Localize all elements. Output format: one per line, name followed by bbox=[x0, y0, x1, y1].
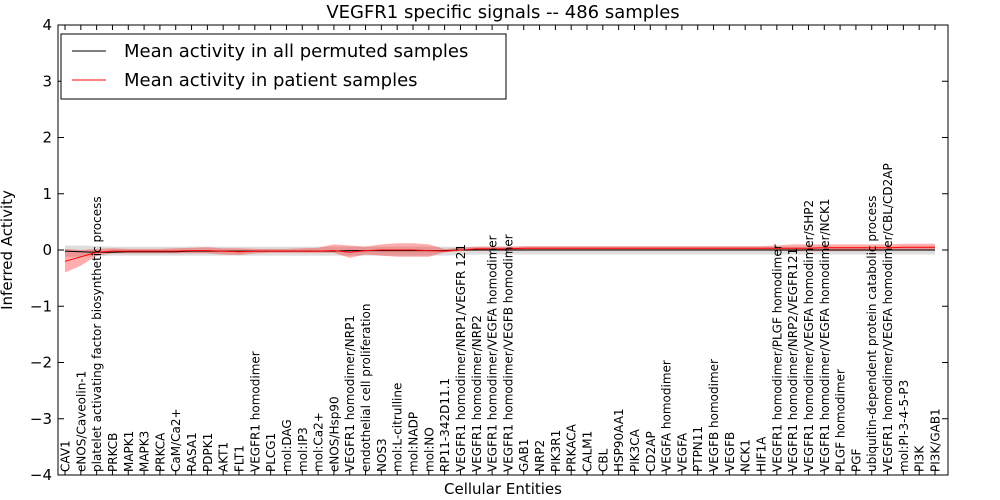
x-category-label: mol:NADP bbox=[407, 412, 421, 472]
y-tick-label: 0 bbox=[42, 241, 52, 259]
x-category-label: AKT1 bbox=[217, 442, 231, 472]
x-category-label: RASA1 bbox=[185, 432, 199, 472]
x-category-label: VEGFB bbox=[723, 432, 737, 472]
y-tick-label: 2 bbox=[42, 129, 52, 147]
x-category-label: CBL bbox=[596, 448, 610, 472]
x-category-label: PLCG1 bbox=[264, 433, 278, 472]
x-category-label: mol:NO bbox=[422, 427, 436, 472]
x-category-label: PLGF homodimer bbox=[834, 369, 848, 472]
legend-label-patient: Mean activity in patient samples bbox=[124, 70, 418, 91]
y-axis: −4 −3 −2 −1 0 1 2 3 4 bbox=[30, 16, 948, 484]
x-category-label: VEGFR1 homodimer/VEGFA homodimer/SHP2 bbox=[802, 200, 816, 472]
x-category-label: PI3K bbox=[913, 445, 927, 472]
x-category-label: GAB1 bbox=[517, 439, 531, 472]
x-category-label: PDPK1 bbox=[201, 433, 215, 472]
x-category-label: PRKCB bbox=[106, 433, 120, 472]
y-tick-label: −2 bbox=[30, 354, 52, 372]
x-category-label: eNOS/Caveolin-1 bbox=[74, 371, 88, 472]
chart-title: VEGFR1 specific signals -- 486 samples bbox=[326, 2, 679, 23]
x-category-label: mol:Ca2+ bbox=[312, 412, 326, 472]
x-category-label: mol:PI-3-4-5-P3 bbox=[897, 380, 911, 472]
y-tick-label: 3 bbox=[42, 72, 52, 90]
x-category-label: VEGFA homodimer bbox=[660, 360, 674, 472]
x-category-label: ubiquitin-dependent protein catabolic pr… bbox=[865, 196, 879, 472]
x-category-label: CAV1 bbox=[59, 440, 73, 472]
x-category-label: CALM1 bbox=[581, 431, 595, 472]
x-category-label: mol:IP3 bbox=[296, 427, 310, 472]
x-category-label: PGF bbox=[849, 448, 863, 472]
x-category-label: MAPK1 bbox=[122, 431, 136, 472]
y-tick-label: 4 bbox=[42, 16, 52, 34]
legend: Mean activity in all permuted samples Me… bbox=[60, 33, 507, 100]
x-category-label: HIF1A bbox=[755, 436, 769, 472]
x-category-label: eNOS/Hsp90 bbox=[327, 396, 341, 472]
x-category-label: VEGFR1 homodimer/NRP1/VEGFR 121 bbox=[454, 244, 468, 472]
x-category-label: NCK1 bbox=[739, 439, 753, 472]
x-category-label: VEGFA bbox=[675, 432, 689, 472]
series-line-patient bbox=[64, 246, 935, 262]
x-category-label: VEGFR1 homodimer/VEGFA homodimer/NCK1 bbox=[818, 198, 832, 472]
x-category-label: platelet activating factor biosynthetic … bbox=[90, 196, 104, 472]
x-category-label: VEGFR1 homodimer/PLGF homodimer bbox=[770, 244, 784, 472]
x-category-label: PRKCA bbox=[153, 432, 167, 472]
x-category-label: VEGFB homodimer bbox=[707, 359, 721, 472]
y-tick-label: −1 bbox=[30, 297, 52, 315]
x-category-label: mol:L-citrulline bbox=[391, 383, 405, 472]
x-category-label: HSP90AA1 bbox=[612, 408, 626, 472]
x-category-label: VEGFR1 homodimer/VEGFA homodimer/CBL/CD2… bbox=[881, 163, 895, 472]
x-category-label: VEGFR1 homodimer/NRP1 bbox=[343, 315, 357, 472]
x-category-label: RP11-342D11.1 bbox=[438, 378, 452, 472]
y-tick-label: −4 bbox=[30, 466, 52, 484]
legend-frame bbox=[60, 33, 507, 100]
y-tick-label: −3 bbox=[30, 410, 52, 428]
x-category-label: MAPK3 bbox=[138, 431, 152, 472]
x-category-label: PTPN11 bbox=[691, 426, 705, 472]
x-axis-category-labels: CAV1 eNOS/Caveolin-1 platelet activating f… bbox=[59, 25, 943, 475]
x-category-label: PIK3CA bbox=[628, 428, 642, 472]
y-axis-label: Inferred Activity bbox=[0, 190, 16, 310]
lines-layer bbox=[64, 246, 935, 262]
x-category-label: VEGFR1 homodimer/NRP2 bbox=[470, 315, 484, 472]
x-category-label: mol:DAG bbox=[280, 419, 294, 472]
x-category-label: VEGFR1 homodimer/VEGFA homodimer bbox=[486, 235, 500, 472]
x-category-label: PIK3R1 bbox=[549, 430, 563, 472]
x-category-label: FLT1 bbox=[233, 445, 247, 472]
x-category-label: CD2AP bbox=[644, 431, 658, 472]
x-category-label: NRP2 bbox=[533, 440, 547, 472]
x-category-label: endothelial cell proliferation bbox=[359, 304, 373, 472]
x-category-label: PRKACA bbox=[565, 423, 579, 472]
x-category-label: VEGFR1 homodimer/NRP2/VEGFR121 bbox=[786, 248, 800, 472]
x-category-label: VEGFR1 homodimer/VEGFB homodimer bbox=[501, 234, 515, 472]
x-category-label: PI3K/GAB1 bbox=[929, 408, 943, 472]
x-axis-label: Cellular Entities bbox=[444, 480, 562, 498]
legend-label-permuted: Mean activity in all permuted samples bbox=[124, 41, 468, 62]
x-category-label: CaM/Ca2+ bbox=[169, 408, 183, 472]
y-tick-label: 1 bbox=[42, 185, 52, 203]
x-category-label: VEGFR1 homodimer bbox=[248, 351, 262, 472]
x-category-label: NOS3 bbox=[375, 438, 389, 472]
